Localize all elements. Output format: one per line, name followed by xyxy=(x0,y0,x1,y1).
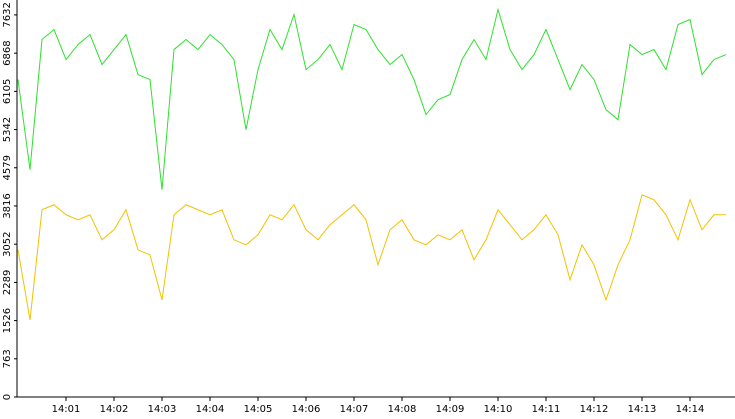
x-tick-label: 14:07 xyxy=(340,404,369,415)
y-tick-label: 3816 xyxy=(2,193,13,218)
y-tick-label: 0 xyxy=(2,394,13,400)
x-tick-label: 14:08 xyxy=(388,404,417,415)
x-tick-label: 14:06 xyxy=(292,404,321,415)
x-tick-label: 14:12 xyxy=(580,404,609,415)
y-tick-label: 7632 xyxy=(2,2,13,27)
x-tick-label: 14:10 xyxy=(484,404,513,415)
x-tick-label: 14:09 xyxy=(436,404,465,415)
y-tick-label: 6868 xyxy=(2,40,13,65)
x-tick-label: 14:02 xyxy=(100,404,129,415)
y-tick-label: 2289 xyxy=(2,270,13,295)
x-tick-label: 14:13 xyxy=(628,404,657,415)
x-tick-label: 14:03 xyxy=(148,404,177,415)
x-tick-label: 14:14 xyxy=(676,404,705,415)
line-series xyxy=(17,7,727,190)
y-tick-label: 1526 xyxy=(2,308,13,333)
line-series xyxy=(17,194,726,320)
x-tick-label: 14:05 xyxy=(244,404,273,415)
x-tick-label: 14:01 xyxy=(52,404,81,415)
y-tick-label: 6105 xyxy=(2,79,13,104)
y-tick-label: 763 xyxy=(2,349,13,368)
x-tick-label: 14:04 xyxy=(196,404,225,415)
y-tick-label: 4579 xyxy=(2,155,13,180)
y-tick-label: 3052 xyxy=(2,231,13,256)
y-tick-label: 5342 xyxy=(2,117,13,142)
x-tick-label: 14:11 xyxy=(532,404,561,415)
